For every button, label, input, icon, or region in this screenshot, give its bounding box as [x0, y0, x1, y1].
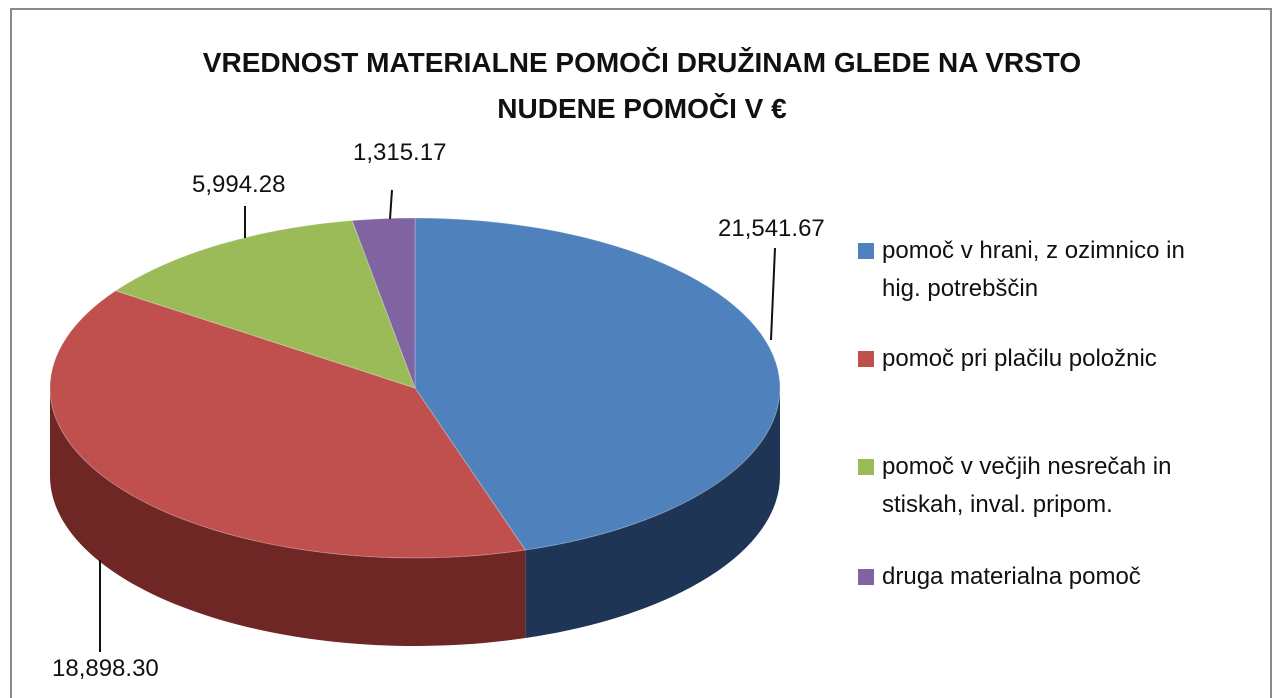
data-label: 18,898.30	[52, 655, 159, 682]
legend-item: pomoč pri plačilu položnic	[858, 340, 1198, 378]
legend-item: pomoč v večjih nesrečah in stiskah, inva…	[858, 448, 1198, 524]
slice-side	[50, 388, 526, 646]
leader-line	[389, 189, 393, 220]
chart-title: VREDNOST MATERIALNE POMOČI DRUŽINAM GLED…	[202, 47, 1082, 124]
legend-label: pomoč v hrani, z ozimnico in hig. potreb…	[882, 237, 1185, 302]
legend-swatch	[858, 351, 874, 367]
slice	[49, 290, 527, 559]
slice	[414, 217, 781, 551]
slice	[114, 220, 416, 389]
leader-line	[770, 247, 776, 341]
legend-swatch	[858, 243, 874, 259]
legend-item: pomoč v hrani, z ozimnico in hig. potreb…	[858, 232, 1198, 308]
data-label: 21,541.67	[718, 215, 825, 242]
data-label: 5,994.28	[192, 171, 285, 198]
legend-item: druga materialna pomoč	[858, 558, 1198, 596]
legend-label: pomoč v večjih nesrečah in stiskah, inva…	[882, 453, 1172, 518]
legend-swatch	[858, 459, 874, 475]
legend-label: druga materialna pomoč	[882, 563, 1141, 590]
chart-frame	[10, 8, 1272, 698]
legend-swatch	[858, 569, 874, 585]
slice-side	[525, 388, 780, 639]
legend-label: pomoč pri plačilu položnic	[882, 345, 1157, 372]
data-label: 1,315.17	[353, 139, 446, 166]
slice	[351, 217, 416, 389]
